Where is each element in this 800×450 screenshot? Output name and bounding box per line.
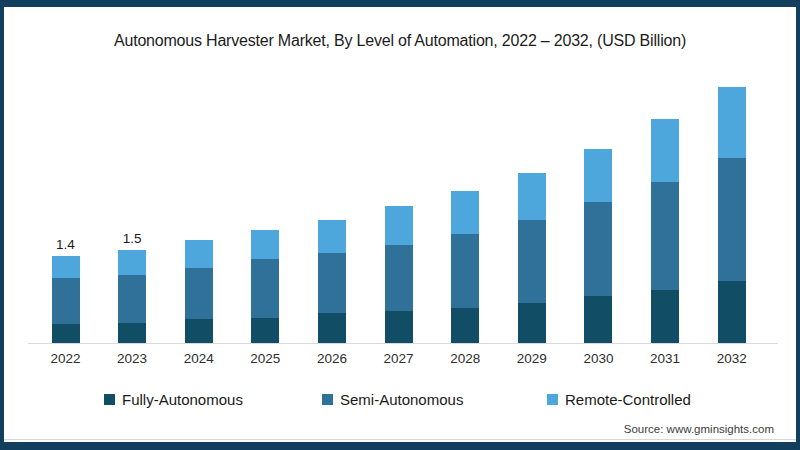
bar-segment-remote-controlled: [118, 250, 146, 275]
bar-segment-semi-autonomous: [385, 245, 413, 312]
bar-segment-remote-controlled: [52, 256, 80, 278]
bottom-divider: [4, 439, 796, 440]
bar-stack-2027: [385, 206, 413, 343]
bar-segment-fully-autonomous: [251, 318, 279, 344]
bar-segment-semi-autonomous: [118, 275, 146, 323]
bar-segment-semi-autonomous: [451, 234, 479, 309]
bar-segment-fully-autonomous: [185, 319, 213, 343]
bar-segment-remote-controlled: [518, 173, 546, 220]
bar-stack-2028: [451, 191, 479, 343]
x-tick-label-2027: 2027: [369, 351, 429, 366]
legend-item-semi-autonomous: Semi-Autonomous: [322, 391, 463, 408]
x-tick-label-2022: 2022: [36, 351, 96, 366]
legend-marker-fully-autonomous-icon: [104, 394, 115, 405]
legend-marker-remote-controlled-icon: [547, 394, 558, 405]
bar-segment-fully-autonomous: [451, 308, 479, 343]
bar-segment-fully-autonomous: [518, 303, 546, 343]
x-tick-label-2031: 2031: [635, 351, 695, 366]
bar-stack-2024: [185, 240, 213, 343]
bar-segment-remote-controlled: [718, 87, 746, 158]
bar-segment-semi-autonomous: [52, 278, 80, 324]
bar-segment-fully-autonomous: [385, 311, 413, 343]
bar-segment-remote-controlled: [185, 240, 213, 269]
x-tick-label-2030: 2030: [568, 351, 628, 366]
chart-frame: Autonomous Harvester Market, By Level of…: [0, 0, 800, 450]
legend-label-semi-autonomous: Semi-Autonomous: [340, 391, 463, 408]
legend-marker-semi-autonomous-icon: [322, 394, 333, 405]
bar-stack-2031: [651, 119, 679, 343]
bar-value-label-2023: 1.5: [102, 231, 162, 246]
legend-item-remote-controlled: Remote-Controlled: [547, 391, 691, 408]
bar-stack-2022: [52, 256, 80, 343]
x-tick-label-2023: 2023: [102, 351, 162, 366]
bar-segment-semi-autonomous: [584, 202, 612, 295]
bar-segment-remote-controlled: [385, 206, 413, 245]
x-tick-label-2029: 2029: [502, 351, 562, 366]
bar-segment-remote-controlled: [318, 220, 346, 254]
bar-segment-fully-autonomous: [318, 313, 346, 343]
bar-segment-semi-autonomous: [318, 253, 346, 313]
bar-stack-2030: [584, 149, 612, 343]
bar-segment-semi-autonomous: [518, 220, 546, 303]
plot-area: 2022 1.4 2023 1.5 2024 2025 2026 2027 2028 2029 20…: [4, 7, 796, 442]
x-tick-label-2024: 2024: [169, 351, 229, 366]
legend-item-fully-autonomous: Fully-Autonomous: [104, 391, 243, 408]
bar-stack-2026: [318, 220, 346, 343]
bar-segment-fully-autonomous: [718, 281, 746, 343]
bar-segment-remote-controlled: [584, 149, 612, 203]
bar-stack-2025: [251, 230, 279, 343]
x-axis-line: [28, 343, 778, 344]
bar-stack-2023: [118, 250, 146, 343]
bar-segment-semi-autonomous: [651, 182, 679, 290]
x-tick-label-2026: 2026: [302, 351, 362, 366]
bar-segment-remote-controlled: [651, 119, 679, 182]
x-tick-label-2028: 2028: [435, 351, 495, 366]
bar-segment-remote-controlled: [451, 191, 479, 233]
x-tick-label-2032: 2032: [702, 351, 762, 366]
bar-segment-fully-autonomous: [584, 296, 612, 343]
bar-segment-fully-autonomous: [651, 290, 679, 344]
bar-segment-fully-autonomous: [52, 324, 80, 343]
legend-label-remote-controlled: Remote-Controlled: [565, 391, 691, 408]
bar-segment-semi-autonomous: [251, 259, 279, 318]
bar-value-label-2022: 1.4: [36, 237, 96, 252]
bar-segment-semi-autonomous: [185, 268, 213, 319]
bar-stack-2032: [718, 87, 746, 343]
bar-segment-fully-autonomous: [118, 323, 146, 344]
bar-segment-semi-autonomous: [718, 158, 746, 281]
x-tick-label-2025: 2025: [235, 351, 295, 366]
bar-stack-2029: [518, 173, 546, 343]
source-text: Source: www.gminsights.com: [624, 423, 774, 435]
bar-segment-remote-controlled: [251, 230, 279, 259]
legend-label-fully-autonomous: Fully-Autonomous: [122, 391, 243, 408]
